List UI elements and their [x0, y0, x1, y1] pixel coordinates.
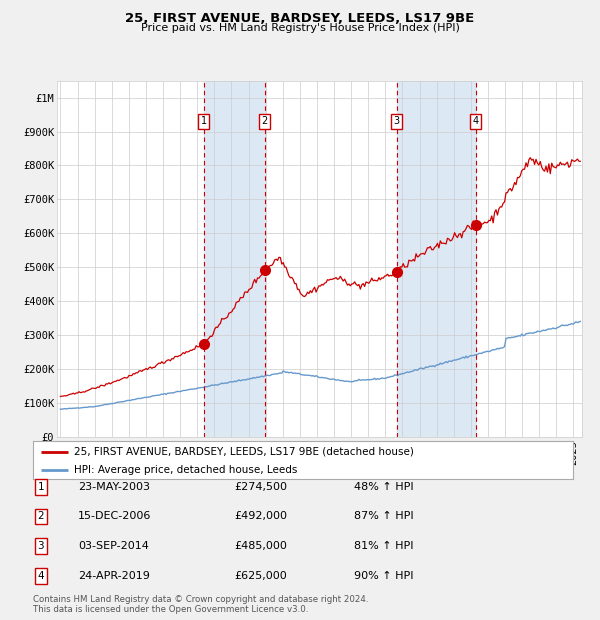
Text: 25, FIRST AVENUE, BARDSEY, LEEDS, LS17 9BE: 25, FIRST AVENUE, BARDSEY, LEEDS, LS17 9…	[125, 12, 475, 25]
Text: £492,000: £492,000	[234, 512, 287, 521]
Text: 1: 1	[37, 482, 44, 492]
Text: 2: 2	[262, 117, 268, 126]
Text: 24-APR-2019: 24-APR-2019	[78, 571, 150, 581]
Text: Contains HM Land Registry data © Crown copyright and database right 2024.: Contains HM Land Registry data © Crown c…	[33, 595, 368, 604]
Text: 3: 3	[394, 117, 400, 126]
Text: 03-SEP-2014: 03-SEP-2014	[78, 541, 149, 551]
Text: 3: 3	[37, 541, 44, 551]
Text: £485,000: £485,000	[234, 541, 287, 551]
Text: 87% ↑ HPI: 87% ↑ HPI	[354, 512, 413, 521]
Text: £274,500: £274,500	[234, 482, 287, 492]
Text: 81% ↑ HPI: 81% ↑ HPI	[354, 541, 413, 551]
Text: Price paid vs. HM Land Registry's House Price Index (HPI): Price paid vs. HM Land Registry's House …	[140, 23, 460, 33]
Text: HPI: Average price, detached house, Leeds: HPI: Average price, detached house, Leed…	[74, 466, 297, 476]
Text: 48% ↑ HPI: 48% ↑ HPI	[354, 482, 413, 492]
Text: 15-DEC-2006: 15-DEC-2006	[78, 512, 151, 521]
Text: 4: 4	[37, 571, 44, 581]
Text: 2: 2	[37, 512, 44, 521]
Text: 23-MAY-2003: 23-MAY-2003	[78, 482, 150, 492]
Text: 25, FIRST AVENUE, BARDSEY, LEEDS, LS17 9BE (detached house): 25, FIRST AVENUE, BARDSEY, LEEDS, LS17 9…	[74, 447, 413, 457]
Text: This data is licensed under the Open Government Licence v3.0.: This data is licensed under the Open Gov…	[33, 604, 308, 614]
Text: 1: 1	[200, 117, 207, 126]
Text: 90% ↑ HPI: 90% ↑ HPI	[354, 571, 413, 581]
Text: £625,000: £625,000	[234, 571, 287, 581]
Bar	[397, 81, 476, 437]
Text: 4: 4	[473, 117, 479, 126]
Bar	[204, 81, 265, 437]
